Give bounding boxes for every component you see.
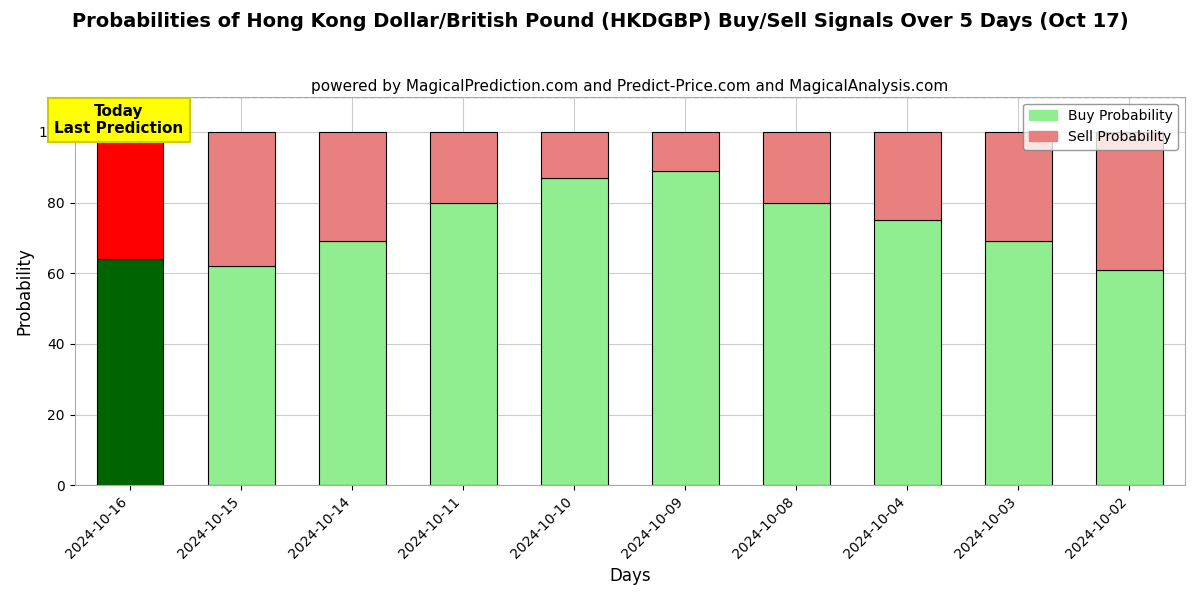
Title: powered by MagicalPrediction.com and Predict-Price.com and MagicalAnalysis.com: powered by MagicalPrediction.com and Pre… bbox=[311, 79, 948, 94]
Bar bbox=[985, 241, 1051, 485]
Bar bbox=[97, 259, 163, 485]
Bar bbox=[319, 132, 385, 241]
Y-axis label: Probability: Probability bbox=[16, 247, 34, 335]
Bar bbox=[97, 132, 163, 259]
Bar bbox=[763, 132, 829, 203]
Bar bbox=[319, 241, 385, 485]
Bar bbox=[763, 203, 829, 485]
Bar bbox=[1096, 132, 1163, 269]
Bar bbox=[652, 132, 719, 171]
Bar bbox=[652, 171, 719, 485]
Bar bbox=[985, 132, 1051, 241]
Bar bbox=[1096, 269, 1163, 485]
Bar bbox=[208, 266, 275, 485]
Bar bbox=[430, 203, 497, 485]
Bar bbox=[541, 132, 607, 178]
Bar bbox=[874, 220, 941, 485]
Text: Probabilities of Hong Kong Dollar/British Pound (HKDGBP) Buy/Sell Signals Over 5: Probabilities of Hong Kong Dollar/Britis… bbox=[72, 12, 1128, 31]
Bar bbox=[541, 178, 607, 485]
Bar bbox=[430, 132, 497, 203]
Bar bbox=[208, 132, 275, 266]
Legend: Buy Probability, Sell Probability: Buy Probability, Sell Probability bbox=[1024, 104, 1178, 149]
X-axis label: Days: Days bbox=[610, 567, 650, 585]
Bar bbox=[874, 132, 941, 220]
Text: Today
Last Prediction: Today Last Prediction bbox=[54, 104, 184, 136]
